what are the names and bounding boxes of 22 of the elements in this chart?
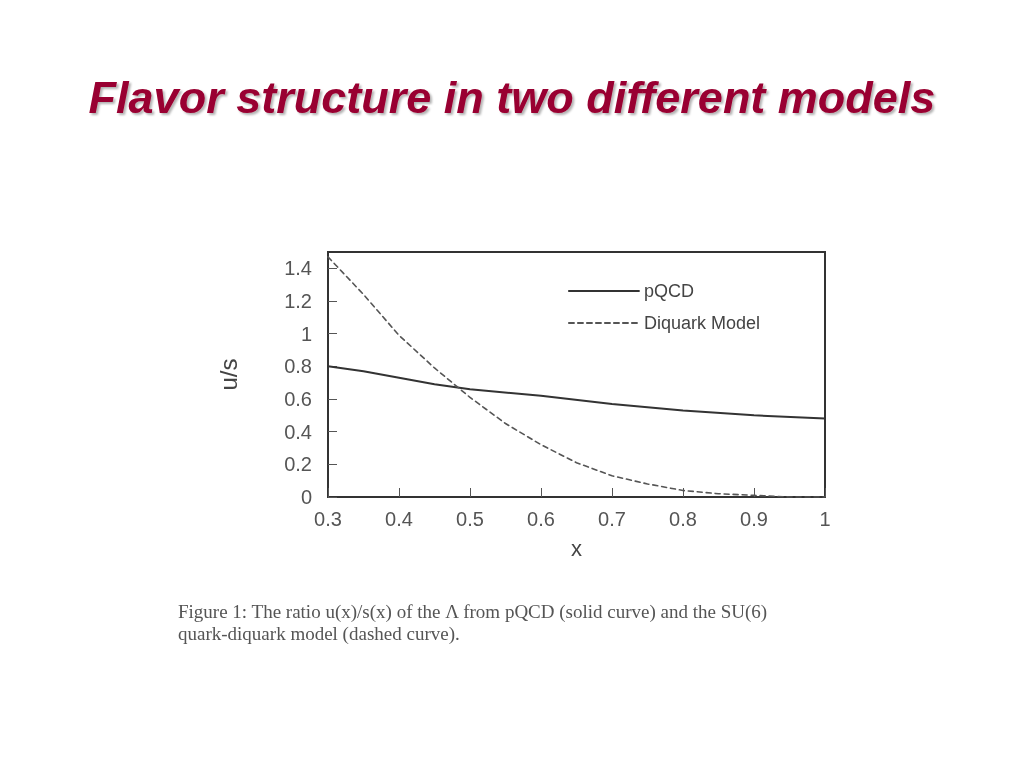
chart-title: Flavor structure in two different models	[88, 72, 936, 123]
y-tick-label: 0.6	[284, 388, 312, 410]
x-tick-label: 0.5	[456, 508, 484, 530]
x-tick-label: 1	[819, 508, 831, 530]
x-tick-label: 0.4	[385, 508, 413, 530]
y-tick-label: 1	[300, 322, 312, 345]
x-tick-label: 0.3	[314, 508, 342, 530]
y-tick-label: 0.2	[284, 453, 312, 476]
y-tick-label: 1.2	[284, 290, 312, 312]
legend-label: pQCD	[643, 281, 694, 301]
y-axis-title: u/s	[214, 358, 242, 391]
y-tick-label: 1.4	[284, 257, 312, 280]
y-tick-label: 0.8	[284, 355, 312, 378]
x-tick-label: 0.9	[740, 508, 768, 530]
y-tick-label: 0.4	[284, 420, 312, 443]
caption: Figure 1: The ratio u(x)/s(x) of the Λ from pQCD (solid curve) and the SU(6) quark-diquark model (dashed curve).	[178, 600, 772, 645]
x-tick-label: 0.6	[527, 508, 555, 530]
legend-label: Diquark Model	[643, 313, 761, 333]
y-tick-label: 0	[300, 486, 312, 508]
x-tick-label: 0.8	[669, 508, 697, 530]
x-axis-title: x	[571, 535, 582, 561]
x-tick-label: 0.7	[598, 508, 626, 530]
